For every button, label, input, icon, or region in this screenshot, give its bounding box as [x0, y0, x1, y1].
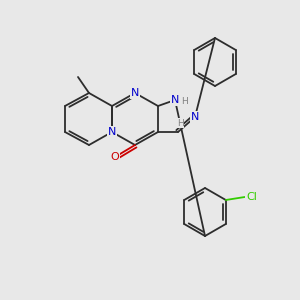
Text: N: N — [108, 127, 116, 137]
Text: H: H — [177, 118, 183, 127]
Text: N: N — [171, 95, 179, 105]
Text: Cl: Cl — [246, 192, 257, 202]
Text: N: N — [131, 88, 139, 98]
Text: N: N — [191, 112, 199, 122]
Text: O: O — [111, 152, 119, 162]
Text: H: H — [182, 97, 188, 106]
